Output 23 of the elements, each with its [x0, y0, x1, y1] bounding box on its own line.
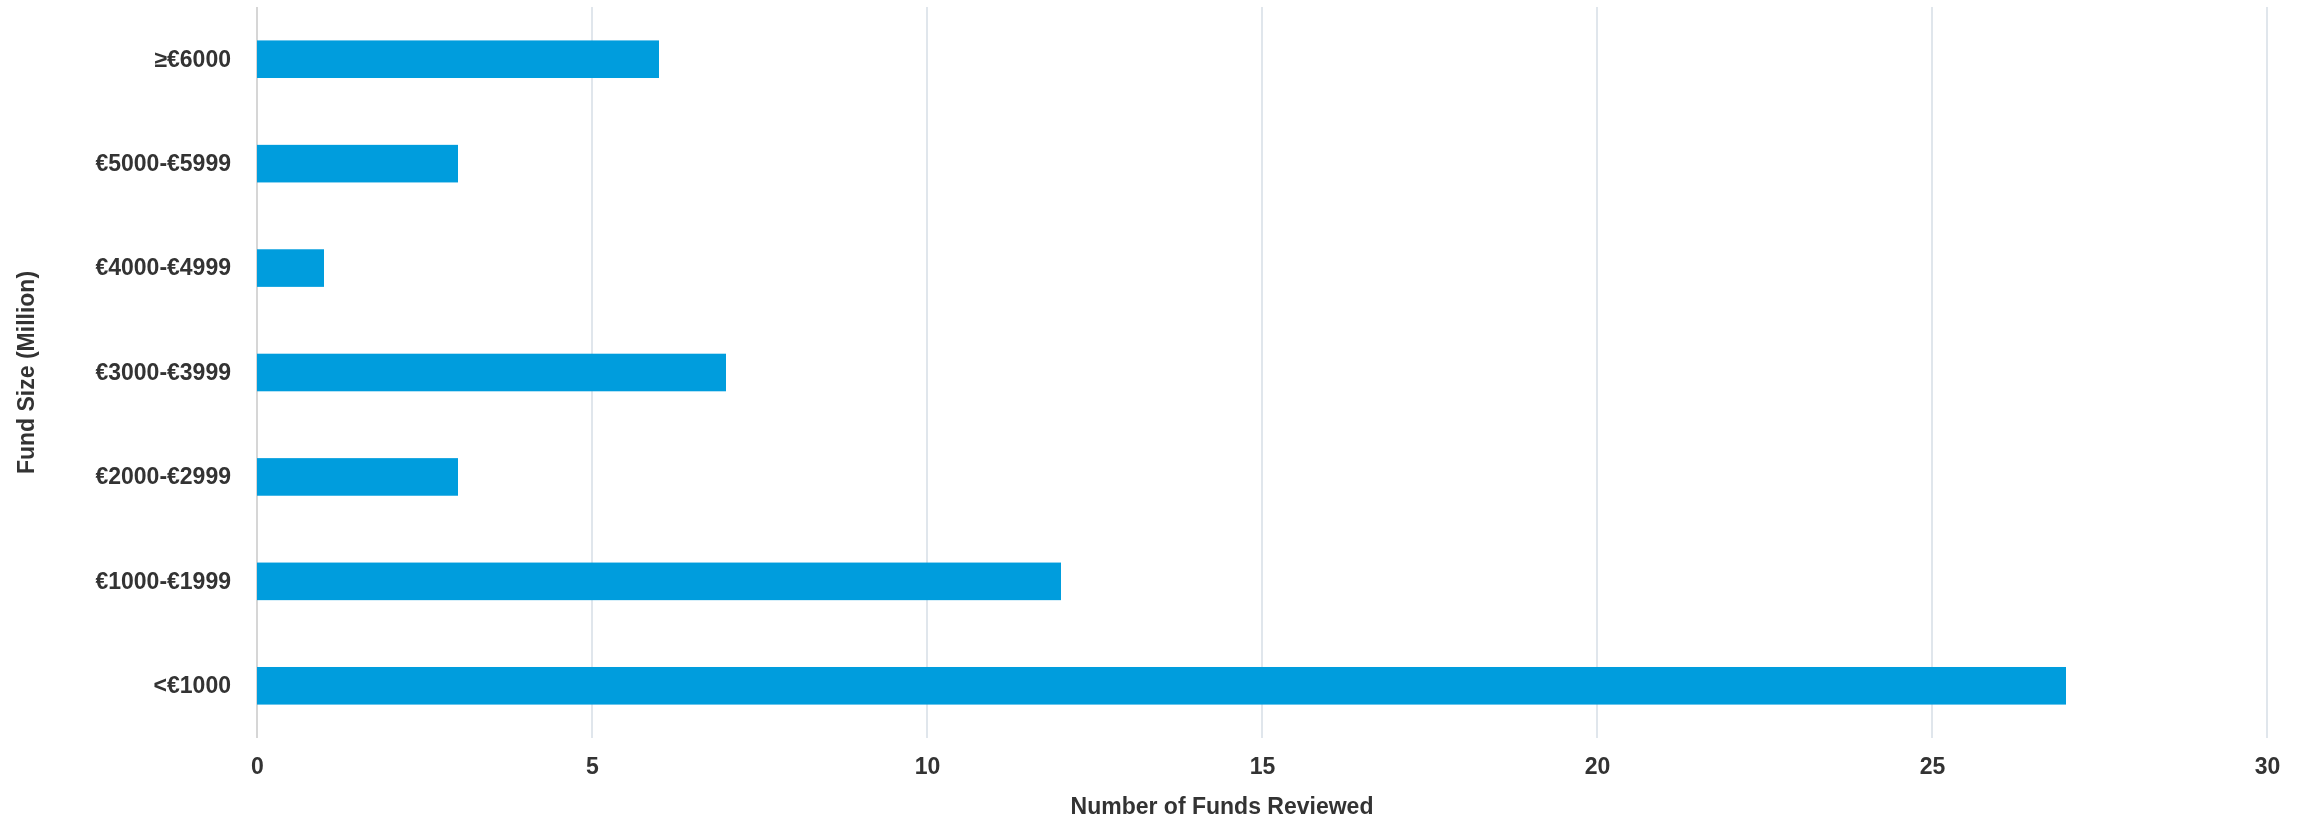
x-tick-label: 0 — [251, 753, 264, 780]
bar — [257, 458, 458, 496]
bar — [257, 40, 659, 79]
y-axis-title: Fund Size (Million) — [13, 270, 39, 475]
x-tick-label: 30 — [2254, 753, 2281, 780]
x-tick-label: 25 — [1919, 753, 1946, 780]
y-tick-label: €1000-€1999 — [95, 567, 231, 594]
y-tick-label: ≥€6000 — [154, 45, 231, 72]
bar — [257, 666, 2066, 705]
x-tick-label: 20 — [1584, 753, 1611, 780]
bar — [257, 562, 1061, 601]
x-tick-label: 5 — [586, 753, 600, 780]
bar — [257, 144, 458, 183]
x-tick-label: 15 — [1249, 753, 1276, 780]
y-tick-label: €5000-€5999 — [95, 150, 231, 176]
x-axis-title: Number of Funds Reviewed — [1070, 793, 1374, 819]
y-tick-label: €2000-€2999 — [95, 463, 231, 490]
bar — [257, 249, 324, 287]
x-tick-label: 10 — [914, 753, 941, 780]
y-tick-label: €3000-€3999 — [95, 358, 231, 385]
bar — [257, 353, 726, 392]
y-tick-label: €4000-€4999 — [95, 254, 231, 281]
y-tick-label: <€1000 — [153, 672, 231, 699]
